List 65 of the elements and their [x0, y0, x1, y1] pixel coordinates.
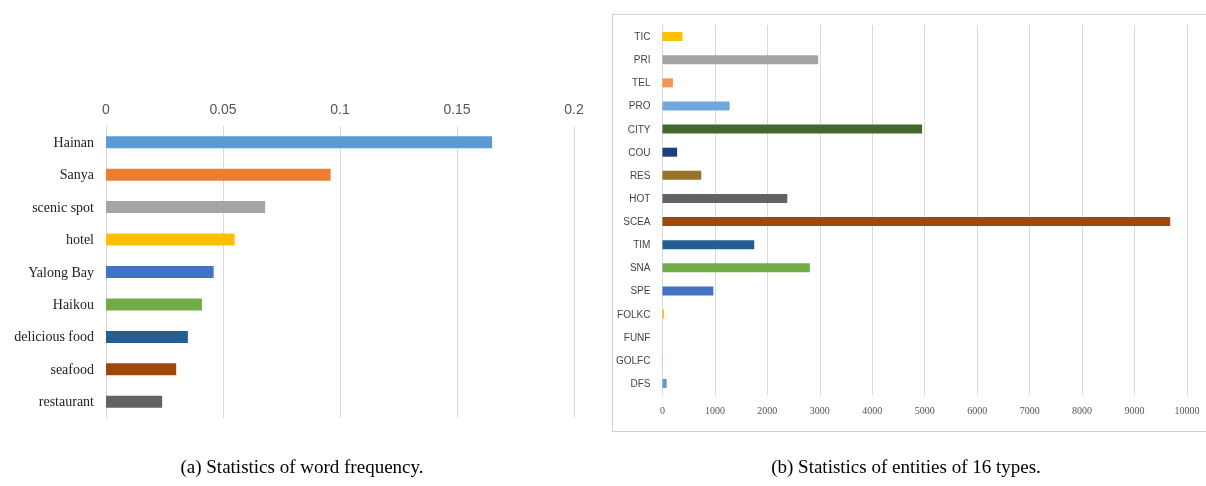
bar [106, 168, 331, 181]
x-tick-label: 8000 [1072, 404, 1093, 416]
bar [662, 263, 810, 273]
x-tick-label: 2000 [757, 404, 778, 416]
x-tick-label: 0.15 [443, 101, 471, 117]
text: (a) Statistics of word frequency. [179, 456, 425, 478]
y-tick-label: TEL [632, 77, 651, 89]
y-tick-label: seafood [50, 361, 94, 377]
y-tick-label: delicious food [14, 329, 94, 345]
bar [106, 298, 202, 311]
bar [662, 32, 683, 42]
x-tick-label: 9000 [1124, 404, 1145, 416]
y-tick-label: Yalong Bay [28, 264, 94, 280]
y-tick-label: GOLFC [616, 354, 651, 366]
bar [662, 240, 755, 250]
x-tick-label: 4000 [862, 404, 883, 416]
y-tick-label: PRO [628, 100, 651, 112]
y-tick-label: Haikou [52, 296, 94, 312]
bar [662, 286, 714, 296]
y-tick-label: CITY [627, 123, 651, 135]
bar [662, 217, 1171, 227]
y-tick-label: FUNF [623, 331, 651, 343]
y-tick-label: restaurant [38, 394, 95, 410]
x-tick-label: 0.05 [209, 101, 237, 117]
bar [106, 136, 493, 149]
y-tick-label: TIM [633, 239, 651, 251]
y-tick-label: Hainan [53, 134, 94, 150]
y-tick-label: hotel [66, 232, 95, 248]
x-tick-label: 5000 [914, 404, 935, 416]
y-tick-label: PRI [633, 54, 651, 66]
bar [662, 193, 788, 203]
bar [662, 124, 923, 134]
y-tick-label: COU [628, 146, 651, 158]
y-tick-label: SCEA [623, 216, 651, 228]
y-tick-label: TIC [634, 31, 651, 43]
x-tick-label: 7000 [1019, 404, 1040, 416]
y-tick-label: RES [629, 169, 651, 181]
bar [662, 55, 819, 65]
x-tick-label: 0.2 [564, 101, 584, 117]
bar [662, 147, 678, 157]
text: (b) Statistics of entities of 16 types. [770, 456, 1042, 478]
y-tick-label: FOLKC [617, 308, 651, 320]
y-tick-label: Sanya [59, 167, 95, 183]
x-tick-label: 0 [659, 404, 665, 416]
bar [662, 378, 667, 388]
x-tick-label: 10000 [1174, 404, 1200, 416]
bar [106, 266, 214, 278]
x-tick-label: 3000 [809, 404, 830, 416]
x-tick-label: 0.1 [330, 101, 350, 117]
y-tick-label: DFS [630, 377, 651, 389]
y-tick-label: HOT [629, 192, 651, 204]
bar [106, 330, 188, 343]
bar [662, 78, 673, 88]
bar [106, 201, 266, 214]
bar [662, 101, 730, 111]
bar [106, 363, 177, 376]
y-tick-label: SNA [629, 262, 651, 274]
x-tick-label: 0 [102, 101, 111, 117]
x-tick-label: 1000 [704, 404, 725, 416]
bar [662, 170, 702, 180]
bar [106, 233, 235, 246]
x-tick-label: 6000 [967, 404, 988, 416]
bar [106, 395, 163, 408]
y-tick-label: SPE [630, 285, 651, 297]
y-tick-label: scenic spot [32, 199, 95, 215]
